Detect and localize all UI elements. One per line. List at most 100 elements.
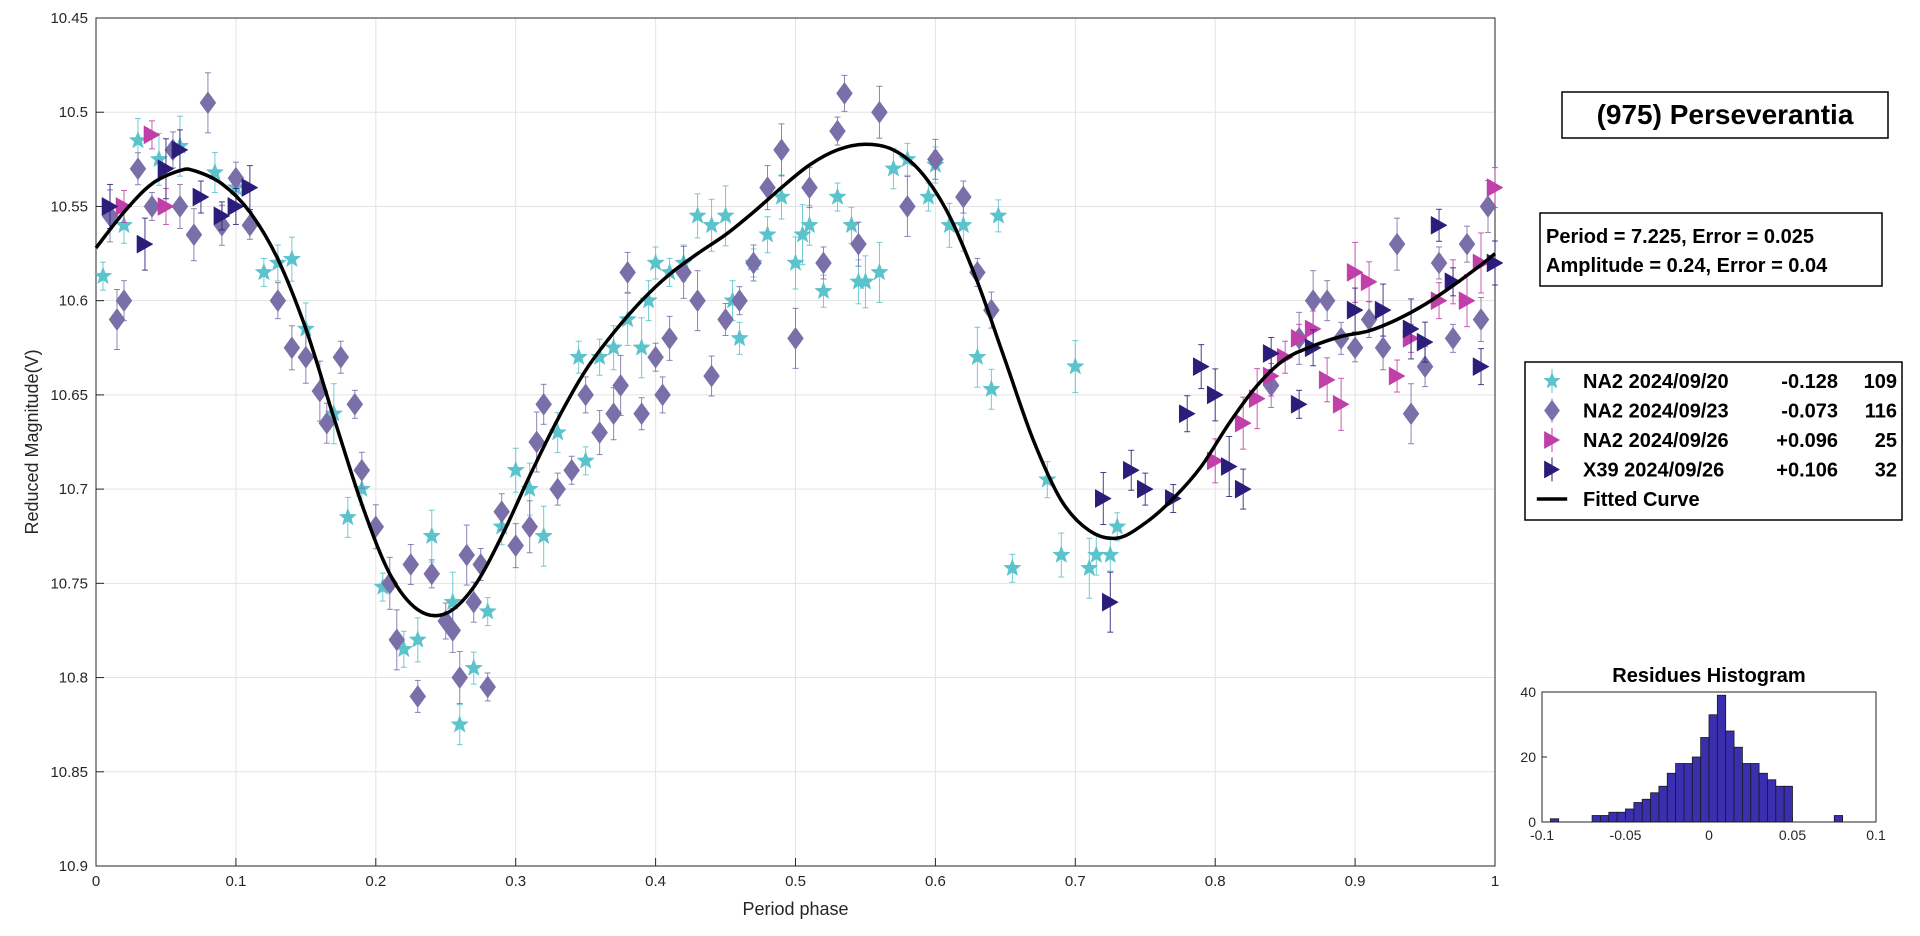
data-point: [521, 515, 538, 539]
data-point: [1388, 232, 1406, 256]
data-point: [1472, 308, 1490, 331]
legend-label: NA2 2024/09/23: [1583, 401, 1729, 423]
data-point: [479, 675, 497, 699]
data-point: [633, 402, 650, 426]
data-point: [829, 119, 846, 143]
data-point: [1080, 558, 1099, 577]
data-point: [1234, 479, 1252, 499]
legend-label: NA2 2024/09/20: [1583, 371, 1729, 393]
data-point: [1430, 251, 1448, 275]
data-point: [1206, 385, 1224, 405]
data-point: [590, 347, 609, 366]
data-point: [814, 281, 833, 300]
data-point: [1290, 328, 1308, 348]
data-point: [458, 543, 476, 567]
x-tick-label: 0.2: [365, 873, 386, 890]
data-point: [465, 590, 483, 614]
info-box: Period = 7.225, Error = 0.025 Amplitude …: [1539, 212, 1883, 287]
data-point: [534, 526, 553, 545]
data-point: [1402, 319, 1420, 339]
legend-count: 116: [1865, 401, 1897, 423]
data-point: [1318, 289, 1336, 313]
hist-x-tick-label: 0: [1705, 827, 1713, 843]
data-point: [836, 81, 853, 105]
histogram-bar: [1733, 746, 1743, 823]
hist-x-tick-label: -0.05: [1610, 827, 1642, 843]
data-point: [1304, 289, 1322, 313]
data-point: [318, 411, 336, 435]
data-point: [828, 187, 847, 205]
data-point: [856, 272, 875, 290]
histogram-bar: [1833, 815, 1843, 823]
data-point: [576, 451, 595, 469]
histogram-bar: [1767, 779, 1777, 823]
legend-label: NA2 2024/09/26: [1583, 430, 1729, 452]
histogram-bar: [1725, 730, 1735, 823]
hist-x-tick-label: 0.05: [1779, 827, 1806, 843]
series-4: [101, 129, 1504, 633]
series-1: [93, 115, 1127, 746]
data-point: [955, 185, 972, 209]
data-point: [1472, 357, 1490, 377]
data-point: [115, 289, 133, 313]
histogram-bar: [1600, 815, 1610, 823]
data-point: [702, 215, 721, 234]
data-point: [338, 507, 358, 526]
data-point: [1346, 336, 1364, 360]
data-point: [1137, 479, 1154, 499]
data-point: [443, 592, 462, 611]
hist-y-tick-label: 20: [1520, 749, 1536, 765]
data-point: [1101, 545, 1120, 563]
fitted-curve-line: [94, 142, 1497, 618]
histogram-bar: [1591, 815, 1601, 823]
title-box: (975) Perseverantia: [1561, 91, 1889, 139]
data-point: [1248, 389, 1266, 409]
histogram-bar: [1666, 772, 1676, 823]
data-point: [1290, 394, 1308, 414]
data-point: [171, 195, 189, 218]
y-tick-label: 10.55: [50, 198, 88, 215]
data-point: [332, 345, 350, 369]
data-point: [157, 159, 175, 179]
histogram-bar: [1650, 792, 1660, 823]
data-point: [773, 138, 790, 162]
data-point: [1234, 413, 1252, 433]
data-point: [1479, 195, 1497, 218]
data-point: [1486, 178, 1504, 198]
data-point: [1262, 344, 1280, 363]
data-point: [982, 379, 1001, 398]
data-point: [688, 206, 707, 224]
data-point: [1388, 366, 1406, 386]
histogram-bar: [1675, 763, 1685, 823]
data-point: [927, 147, 944, 171]
main-plot-ticks: 0 0.1 0.2 0.3 0.4 0.5 0.6 0.7 0.8 0.9 1 10.45 10.5 10…: [50, 10, 1499, 890]
data-point: [1346, 262, 1364, 282]
data-point: [647, 345, 664, 369]
main-plot-data: [93, 72, 1504, 746]
data-point: [1402, 402, 1420, 426]
data-point: [703, 364, 720, 388]
legend-count: 25: [1875, 430, 1897, 452]
histogram-bar: [1691, 756, 1702, 823]
data-point: [954, 215, 973, 234]
y-axis-label: Reduced Magnitude(V): [22, 349, 42, 534]
data-point: [450, 714, 469, 733]
data-point: [269, 289, 287, 313]
x-tick-label: 0.4: [645, 873, 666, 890]
data-point: [604, 338, 623, 356]
data-point: [1416, 332, 1434, 352]
y-tick-label: 10.45: [50, 10, 88, 27]
data-point: [1458, 232, 1476, 256]
histogram-bar: [1700, 737, 1710, 823]
data-point: [745, 251, 762, 275]
data-point: [716, 206, 735, 224]
x-tick-label: 0.9: [1345, 873, 1366, 890]
legend-count: 109: [1864, 371, 1897, 393]
data-point: [632, 338, 651, 356]
data-point: [143, 195, 161, 218]
x-tick-label: 0.1: [225, 873, 246, 890]
data-point: [1360, 272, 1378, 292]
hist-x-tick-label: 0.1: [1866, 827, 1886, 843]
data-point: [786, 253, 805, 271]
data-point: [101, 197, 119, 216]
